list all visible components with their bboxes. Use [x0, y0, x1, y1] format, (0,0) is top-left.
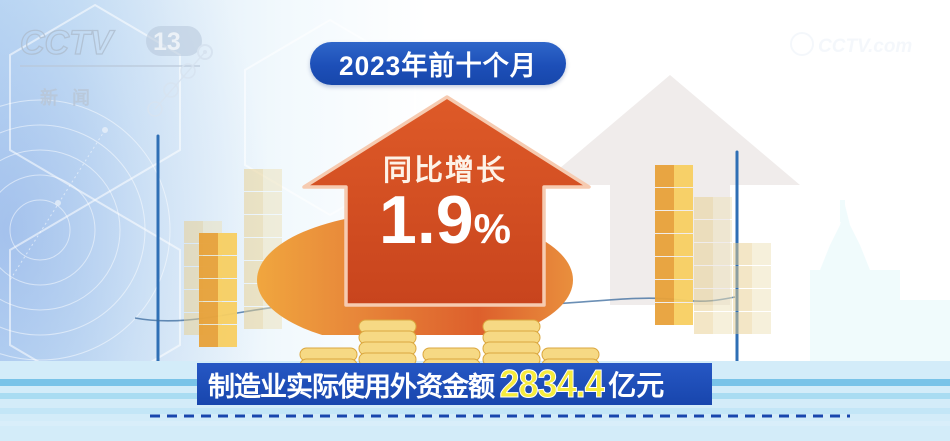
svg-text:CCTV.com: CCTV.com — [818, 36, 912, 57]
